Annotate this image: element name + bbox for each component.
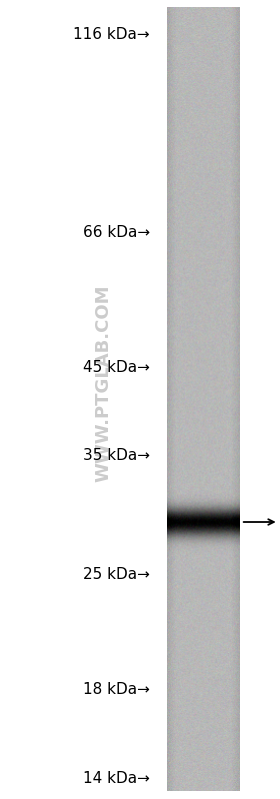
Text: 66 kDa→: 66 kDa→ [83, 225, 150, 240]
Text: WWW.PTGLAB.COM: WWW.PTGLAB.COM [95, 284, 113, 483]
Text: 14 kDa→: 14 kDa→ [83, 771, 150, 785]
Text: 116 kDa→: 116 kDa→ [73, 27, 150, 42]
Text: 25 kDa→: 25 kDa→ [83, 566, 150, 582]
Text: 35 kDa→: 35 kDa→ [83, 448, 150, 463]
Text: 18 kDa→: 18 kDa→ [83, 682, 150, 698]
Text: 45 kDa→: 45 kDa→ [83, 360, 150, 375]
